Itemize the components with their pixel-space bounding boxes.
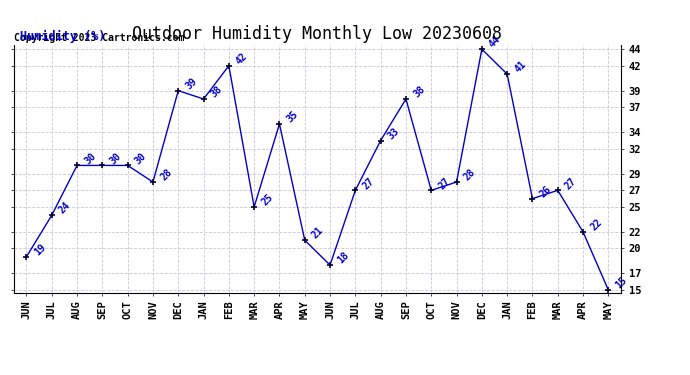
Text: Copyright 2023 Cartronics.com: Copyright 2023 Cartronics.com (14, 33, 184, 42)
Text: 22: 22 (589, 217, 604, 232)
Text: 26: 26 (538, 184, 553, 199)
Text: 44: 44 (487, 34, 503, 50)
Text: 35: 35 (285, 109, 300, 124)
Text: 27: 27 (361, 176, 376, 191)
Text: 42: 42 (235, 51, 250, 66)
Text: 28: 28 (462, 167, 477, 183)
Text: 39: 39 (184, 76, 199, 91)
Text: 27: 27 (563, 176, 579, 191)
Text: 24: 24 (57, 201, 72, 216)
Text: 30: 30 (133, 151, 148, 166)
Text: 38: 38 (209, 84, 224, 100)
Text: Humidity (%): Humidity (%) (20, 29, 106, 42)
Text: 38: 38 (411, 84, 427, 100)
Title: Outdoor Humidity Monthly Low 20230608: Outdoor Humidity Monthly Low 20230608 (132, 26, 502, 44)
Text: 28: 28 (159, 167, 174, 183)
Text: 19: 19 (32, 242, 48, 257)
Text: 21: 21 (310, 225, 326, 241)
Text: 15: 15 (614, 275, 629, 291)
Text: 30: 30 (108, 151, 124, 166)
Text: 27: 27 (437, 176, 452, 191)
Text: 30: 30 (83, 151, 98, 166)
Text: 41: 41 (513, 59, 528, 75)
Text: 33: 33 (386, 126, 402, 141)
Text: 25: 25 (259, 192, 275, 208)
Text: 18: 18 (335, 251, 351, 266)
